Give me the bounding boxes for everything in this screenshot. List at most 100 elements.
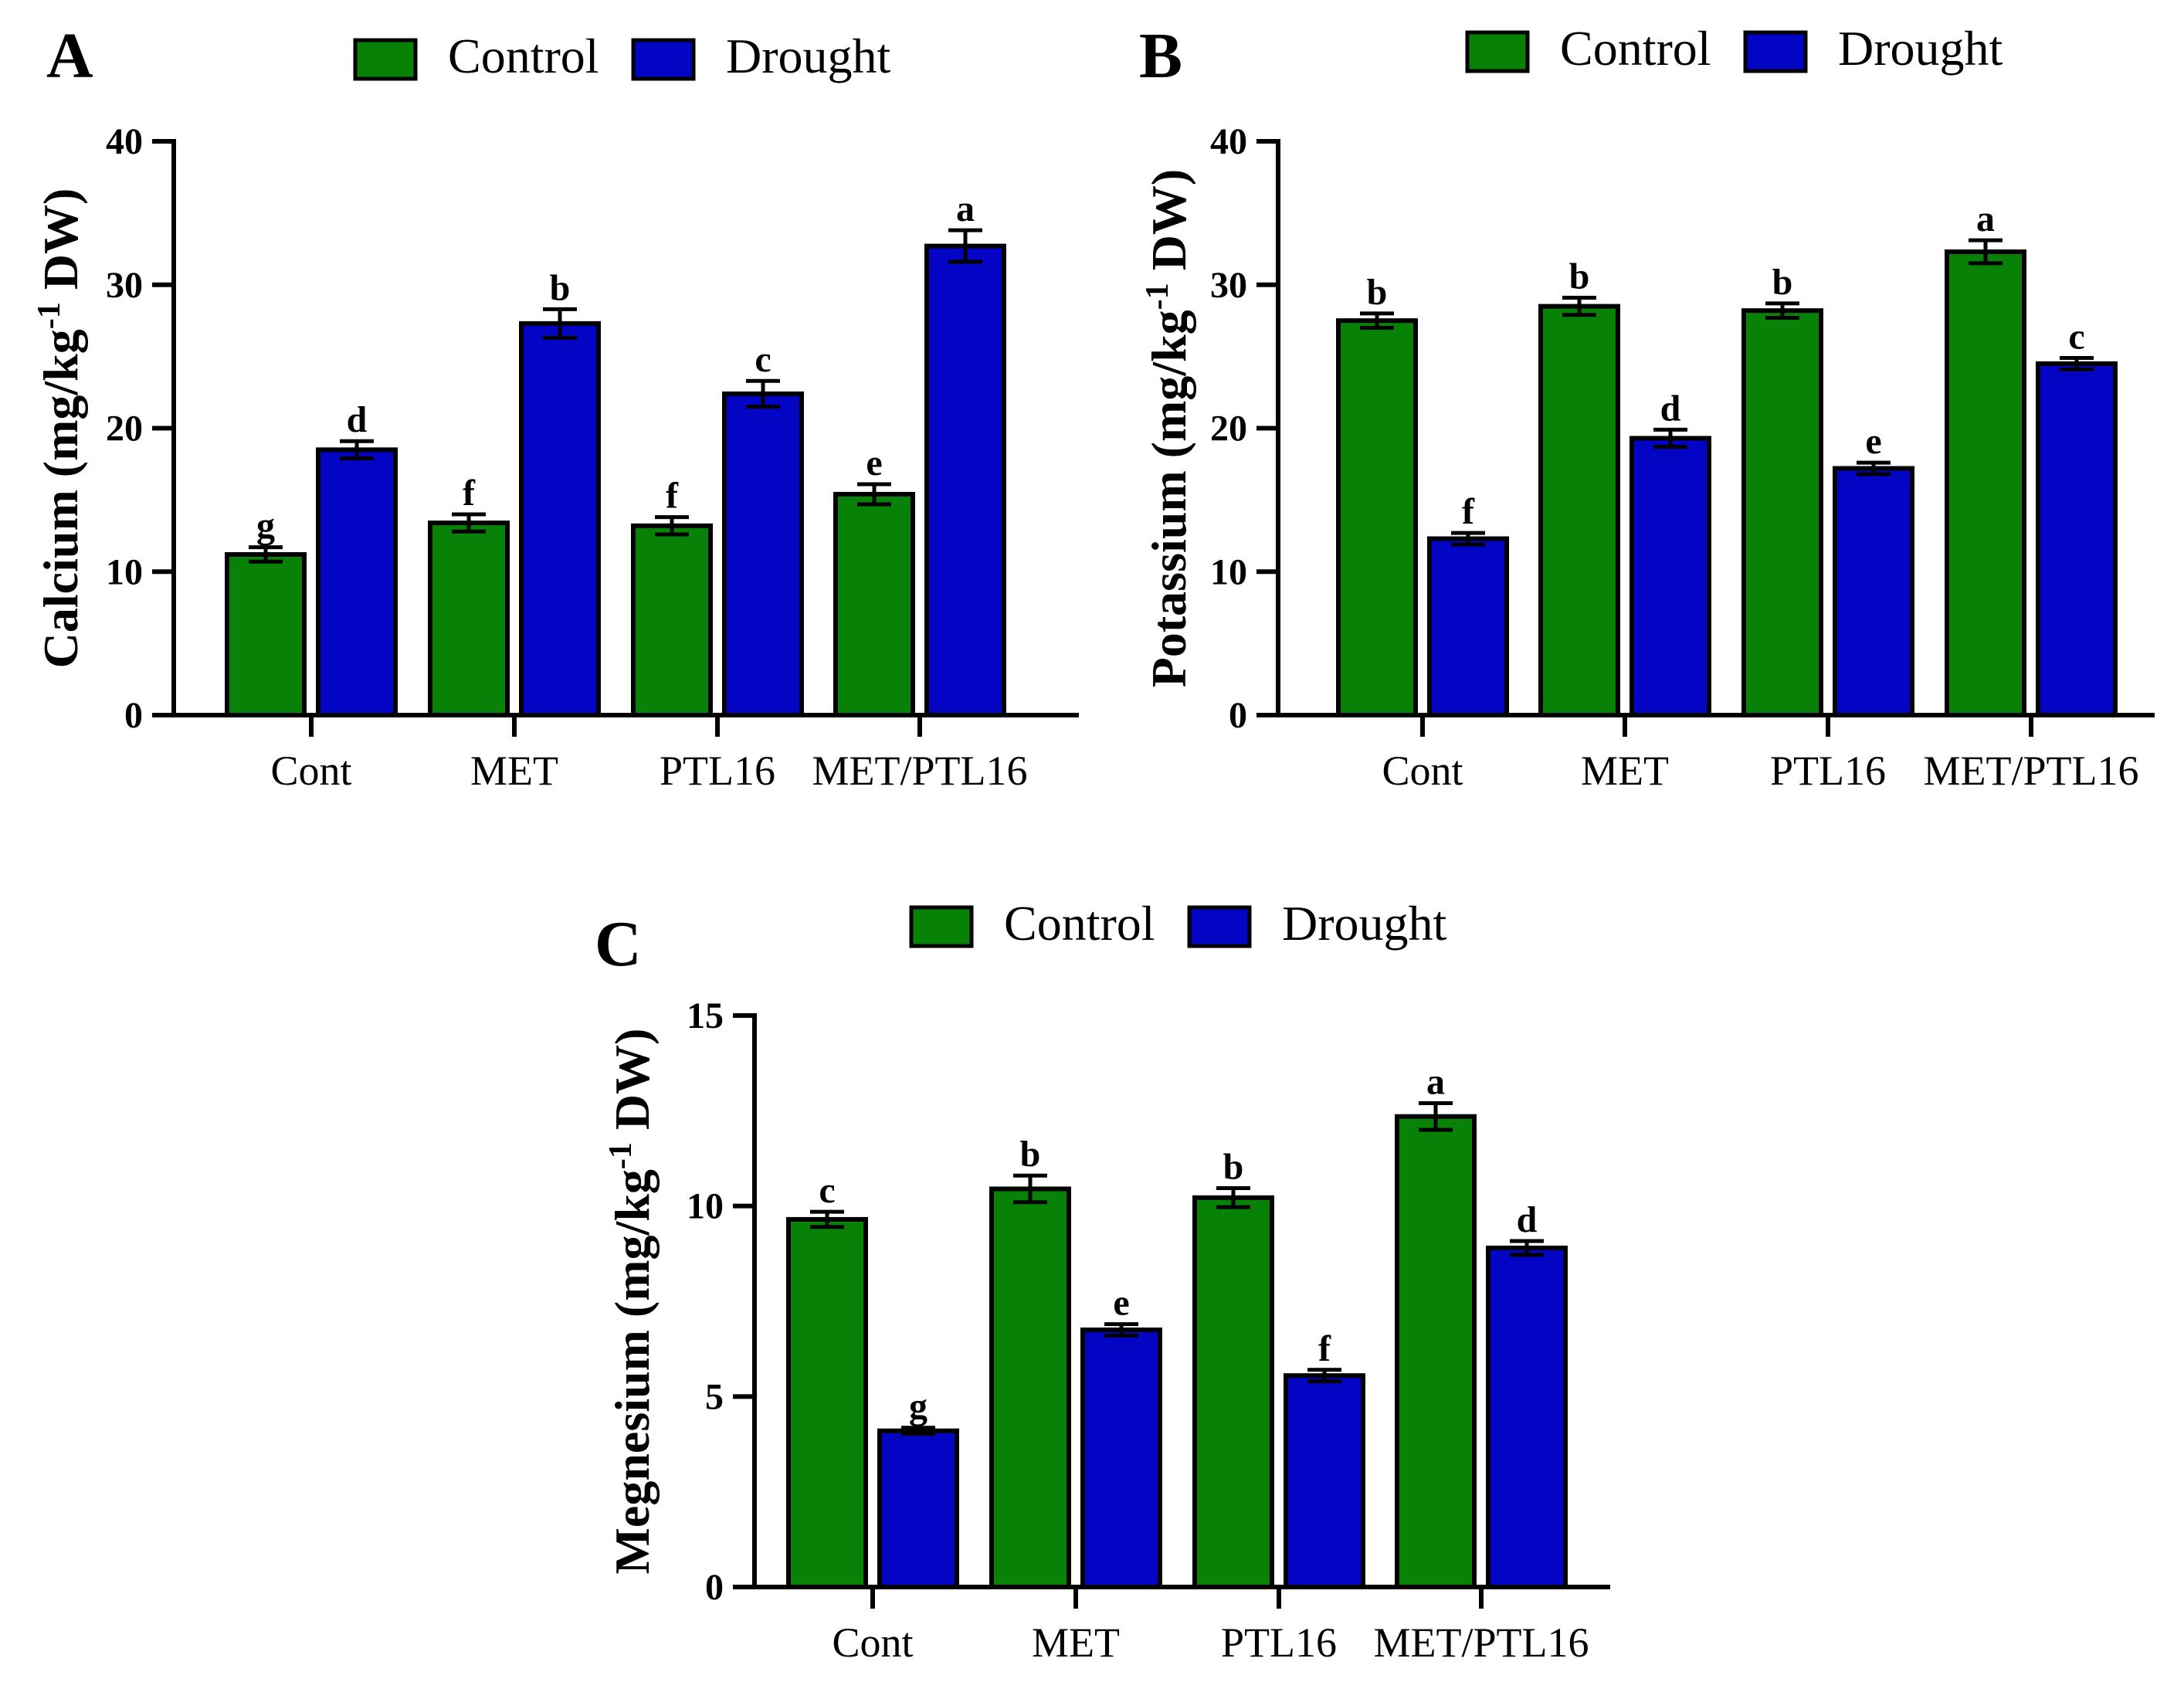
significance-label: f: [666, 476, 679, 517]
bar-drought: [1284, 1373, 1365, 1589]
panel-letter: B: [1139, 20, 1182, 92]
bar-control: [989, 1186, 1071, 1589]
y-tick-label: 10: [687, 1186, 724, 1227]
bar-drought: [924, 243, 1006, 718]
bar-drought: [722, 391, 804, 717]
y-tick-label: 0: [124, 695, 143, 736]
chart-legend: Control Drought: [909, 896, 1447, 951]
legend-swatch-drought: [1187, 905, 1252, 948]
legend-label-drought: Drought: [1282, 896, 1447, 951]
y-axis-label: Potassium (mg/kg-1 DW): [1140, 169, 1196, 687]
panel-letter: C: [595, 908, 642, 980]
x-category-label: Cont: [832, 1619, 913, 1666]
significance-label: c: [819, 1170, 835, 1211]
y-axis-label-main: Megnesium (mg/kg: [605, 1169, 660, 1574]
significance-label: d: [1517, 1199, 1538, 1240]
bar-drought: [519, 320, 601, 717]
bar-drought: [1630, 436, 1711, 717]
chart-legend: Control Drought: [1465, 21, 2003, 76]
significance-label: d: [1660, 388, 1681, 429]
significance-label: f: [1462, 491, 1475, 532]
bar-control: [833, 491, 915, 717]
panel-letter: A: [46, 20, 93, 92]
x-category-label: PTL16: [1770, 748, 1886, 794]
significance-label: b: [1367, 272, 1388, 313]
significance-label: b: [1223, 1146, 1244, 1187]
y-tick-label: 15: [687, 995, 724, 1036]
x-category-label: MET/PTL16: [812, 748, 1028, 794]
significance-label: c: [2068, 316, 2084, 357]
legend-label-drought: Drought: [726, 29, 891, 83]
y-axis-label-superscript: -1: [603, 1142, 639, 1169]
significance-label: b: [1569, 256, 1590, 297]
y-axis-label: Calcium (mg/kg-1 DW): [32, 188, 88, 669]
legend-label-control: Control: [1004, 896, 1155, 951]
y-tick-label: 30: [1210, 265, 1247, 306]
bar-drought: [2036, 361, 2118, 717]
bar-control: [1741, 308, 1823, 717]
legend-swatch-control: [353, 38, 418, 81]
bar-drought: [877, 1428, 959, 1589]
significance-label: b: [1020, 1134, 1041, 1175]
y-tick-label: 30: [106, 265, 143, 306]
legend-label-control: Control: [448, 29, 599, 83]
y-axis-label-end: DW): [605, 1029, 660, 1143]
bar-control: [1538, 304, 1620, 717]
significance-label: b: [550, 267, 571, 308]
x-category-label: MET: [1032, 1619, 1120, 1666]
legend-label-control: Control: [1560, 21, 1711, 76]
bar-control: [631, 523, 713, 717]
y-tick-label: 20: [1210, 409, 1247, 449]
y-tick-label: 5: [705, 1376, 724, 1417]
significance-label: d: [347, 399, 368, 440]
y-tick-label: 0: [1229, 695, 1247, 736]
legend-swatch-drought: [631, 38, 696, 81]
y-axis-label: Megnesium (mg/kg-1 DW): [603, 1029, 660, 1575]
chart-legend: Control Drought: [353, 29, 891, 83]
y-axis-label-end: DW): [33, 188, 88, 303]
bar-control: [1395, 1114, 1477, 1589]
significance-label: e: [1113, 1283, 1129, 1324]
bar-control: [1336, 318, 1418, 717]
significance-label: f: [1318, 1328, 1331, 1369]
y-tick-label: 40: [1210, 121, 1247, 162]
y-axis-label-main: Potassium (mg/kg: [1141, 310, 1196, 687]
x-category-label: MET/PTL16: [1924, 748, 2139, 794]
y-tick-label: 10: [1210, 551, 1247, 592]
significance-label: a: [1976, 198, 1995, 239]
bar-drought: [1080, 1328, 1162, 1589]
significance-label: c: [755, 339, 771, 380]
y-tick-label: 0: [705, 1567, 724, 1608]
y-axis-label-superscript: -1: [32, 302, 67, 329]
y-tick-label: 10: [106, 551, 143, 592]
legend-label-drought: Drought: [1838, 21, 2003, 76]
y-axis-label-end: DW): [1141, 169, 1196, 283]
y-tick-label: 20: [106, 409, 143, 449]
y-axis-label-main: Calcium (mg/kg: [33, 329, 88, 668]
significance-label: a: [956, 188, 975, 229]
bar-drought: [1486, 1245, 1568, 1590]
bar-drought: [1833, 466, 1914, 717]
significance-label: g: [256, 506, 275, 547]
x-category-label: PTL16: [660, 748, 775, 794]
significance-label: a: [1426, 1061, 1445, 1102]
bar-control: [1945, 249, 2026, 717]
significance-label: e: [1865, 421, 1881, 462]
chart-panel-B: B Control Drought Potassium (mg/kg-1 DW) 0 10…: [1139, 20, 2155, 794]
bar-control: [1192, 1195, 1274, 1590]
significance-label: g: [909, 1386, 928, 1427]
bar-drought: [1427, 536, 1509, 718]
bar-control: [786, 1216, 868, 1590]
x-category-label: MET: [470, 748, 558, 794]
bar-control: [225, 551, 307, 718]
significance-label: b: [1772, 262, 1793, 303]
y-tick-label: 40: [106, 121, 143, 162]
x-category-label: Cont: [270, 748, 351, 794]
legend-swatch-control: [1465, 30, 1530, 73]
x-category-label: PTL16: [1221, 1619, 1337, 1666]
bar-drought: [316, 447, 398, 717]
bar-control: [428, 521, 510, 717]
chart-panel-A: A Control Drought Calcium (mg/kg-1 DW) 0 10 20…: [32, 20, 1079, 794]
legend-swatch-drought: [1743, 30, 1808, 73]
